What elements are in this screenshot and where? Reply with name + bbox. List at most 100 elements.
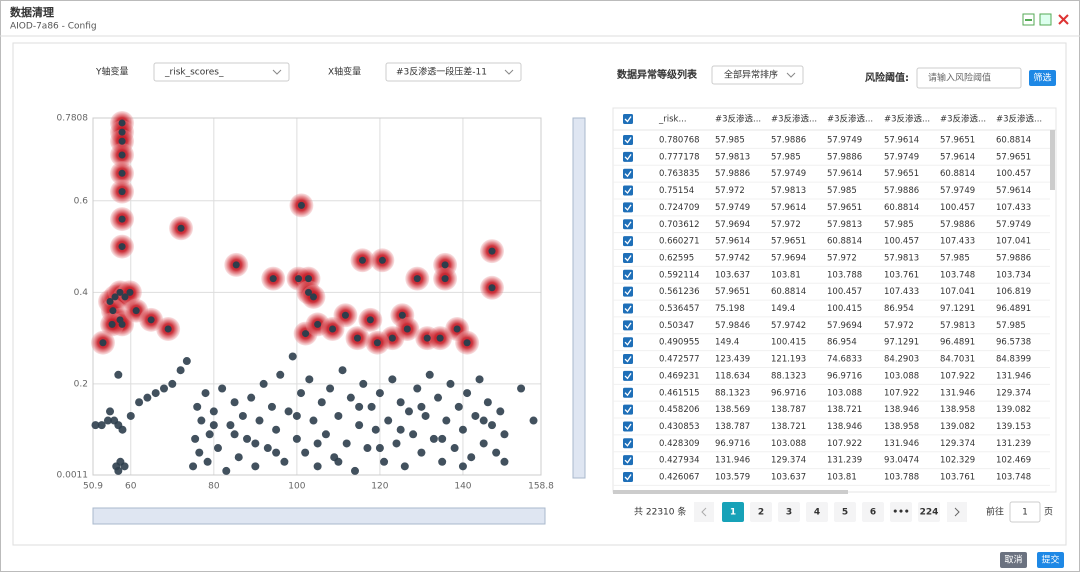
point [255,416,264,425]
outlier-point [132,307,140,315]
outlier-point [106,298,114,306]
checkbox[interactable] [623,387,633,398]
point [517,384,526,393]
page-button[interactable] [750,502,772,522]
checkbox[interactable] [623,269,633,280]
point [301,448,310,457]
checkbox[interactable] [623,421,633,432]
page-input[interactable] [1009,501,1041,523]
table-cell: 0.75154 [659,186,694,196]
prev-button[interactable] [694,502,714,522]
page-button[interactable] [918,502,940,522]
checkbox[interactable] [623,303,633,314]
filter-button[interactable] [1029,70,1056,86]
table-cell: 57.9651 [884,169,919,179]
outlier-point [441,275,449,283]
checkbox[interactable] [623,114,633,124]
total-count: 共 22310 条 [634,506,686,518]
checkbox[interactable] [623,404,633,415]
x-select[interactable] [385,62,522,82]
table-cell: 103.81 [771,270,801,280]
x-axis-label: X轴变量 [328,66,361,78]
point [218,384,227,393]
outlier-point [463,339,471,347]
point [288,352,297,361]
cancel-button[interactable] [1000,552,1027,568]
table-hscroll [613,490,848,494]
point [350,466,359,475]
maximize-button[interactable] [1039,13,1052,26]
checkbox[interactable] [623,354,633,365]
y-tick-label: 0.2 [74,379,88,389]
checkbox[interactable] [623,337,633,348]
outlier-point [309,293,317,301]
table-cell: 103.748 [996,473,1031,483]
table-cell: 138.958 [884,422,919,432]
page-label: 3 [786,508,792,518]
outlier-point [99,339,107,347]
page-button[interactable] [862,502,884,522]
table-cell: 0.62595 [659,253,694,263]
point [425,370,434,379]
point [434,393,443,402]
sort-select[interactable] [711,65,804,85]
point [251,462,260,471]
table-cell: 57.9749 [940,186,975,196]
table-cell: 57.9651 [715,287,750,297]
outlier-point [118,119,126,127]
checkmark [624,440,632,447]
window-title: 数据清理 [10,5,54,19]
page-button[interactable] [890,502,912,522]
checkbox[interactable] [623,455,633,466]
checkmark [624,137,632,144]
y-zoom-slider[interactable] [572,117,586,479]
table-cell: 138.787 [715,422,750,432]
checkbox[interactable] [623,370,633,381]
outlier-point [378,256,386,264]
checkbox[interactable] [623,438,633,449]
checkbox[interactable] [623,219,633,230]
checkbox[interactable] [623,168,633,179]
page-button[interactable] [806,502,828,522]
point [375,444,384,453]
table-cell: 100.457 [940,203,975,213]
point [159,384,168,393]
table-cell: 0.426067 [659,473,700,483]
table-cell: 149.4 [771,304,795,314]
table-cell: 57.972 [827,253,857,263]
page-button[interactable] [834,502,856,522]
checkbox[interactable] [623,151,633,162]
table-cell: 107.041 [996,237,1031,247]
table-cell: 0.472577 [659,355,700,365]
y-select[interactable] [153,62,290,82]
page-label: ••• [892,508,909,518]
checkbox[interactable] [623,320,633,331]
close-button[interactable] [1058,14,1069,25]
page-button[interactable] [722,502,744,522]
table-cell: 131.946 [940,388,975,398]
table-cell: 129.374 [771,456,806,466]
submit-button[interactable] [1037,552,1064,568]
table-cell: 103.788 [827,270,862,280]
point [446,379,455,388]
point [367,402,376,411]
outlier-point [118,137,126,145]
checkbox[interactable] [623,236,633,247]
checkbox[interactable] [623,252,633,263]
checkbox[interactable] [623,202,633,213]
checkbox[interactable] [623,135,633,145]
point [471,411,480,420]
x-zoom-slider[interactable] [92,507,546,525]
point [313,462,322,471]
checkbox[interactable] [623,286,633,297]
plot-border [92,117,542,476]
point [168,379,177,388]
table-cell: 131.946 [715,456,750,466]
table-cell: 57.9614 [884,136,919,146]
table-cell: 107.922 [827,439,862,449]
checkbox[interactable] [623,185,633,196]
page-button[interactable] [778,502,800,522]
checkbox[interactable] [623,472,633,482]
threshold-input[interactable] [916,67,1022,89]
next-button[interactable] [947,502,967,522]
